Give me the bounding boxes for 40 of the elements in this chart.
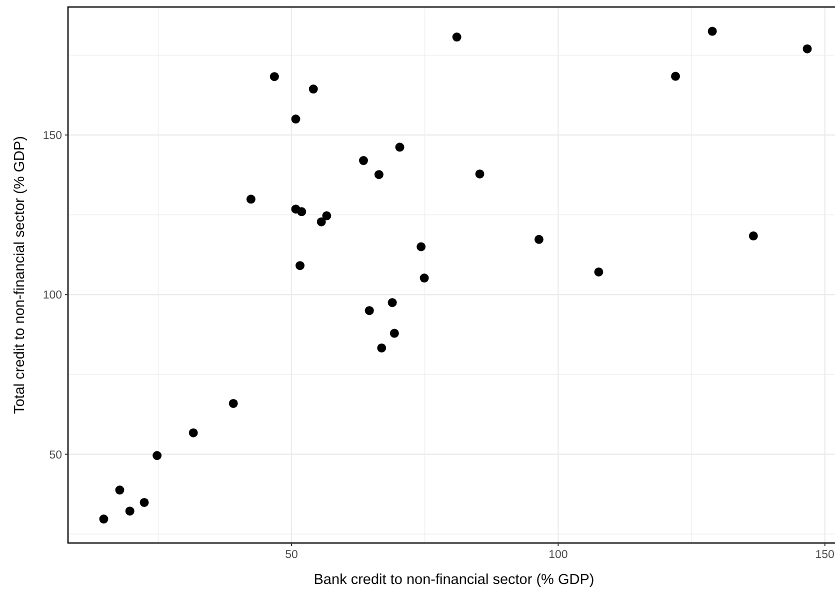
point	[374, 170, 384, 180]
point	[534, 234, 544, 244]
point	[594, 267, 604, 276]
point	[316, 217, 326, 226]
point	[228, 398, 238, 408]
point	[296, 261, 305, 270]
point	[358, 156, 368, 166]
point	[140, 498, 149, 507]
point	[390, 328, 399, 338]
point	[99, 514, 108, 524]
point	[322, 211, 332, 220]
point	[364, 306, 374, 316]
point	[416, 242, 426, 252]
point	[115, 486, 124, 495]
point	[377, 343, 386, 352]
point	[671, 72, 680, 81]
x-tick-label: 150	[815, 549, 834, 561]
point	[420, 274, 429, 283]
y-axis-title: Total credit to non-financial sector (% GDP)	[12, 136, 28, 414]
y-tick-label: 150	[42, 130, 62, 142]
x-axis-title: Bank credit to non-financial sector (% GDP)	[314, 572, 594, 588]
point	[291, 114, 300, 124]
x-tick-label: 50	[285, 549, 298, 561]
point	[246, 194, 256, 204]
point	[388, 298, 397, 308]
point	[152, 451, 162, 460]
point	[475, 169, 484, 178]
x-tick-label: 100	[548, 549, 568, 561]
point	[297, 207, 306, 216]
point	[270, 72, 279, 82]
point	[802, 44, 812, 54]
point	[708, 26, 717, 36]
point	[188, 428, 198, 438]
point	[125, 506, 134, 516]
point	[308, 84, 318, 94]
point	[452, 32, 462, 42]
point	[748, 231, 758, 240]
y-tick-label: 100	[42, 290, 62, 302]
point	[395, 142, 404, 152]
y-tick-label: 50	[49, 449, 62, 462]
